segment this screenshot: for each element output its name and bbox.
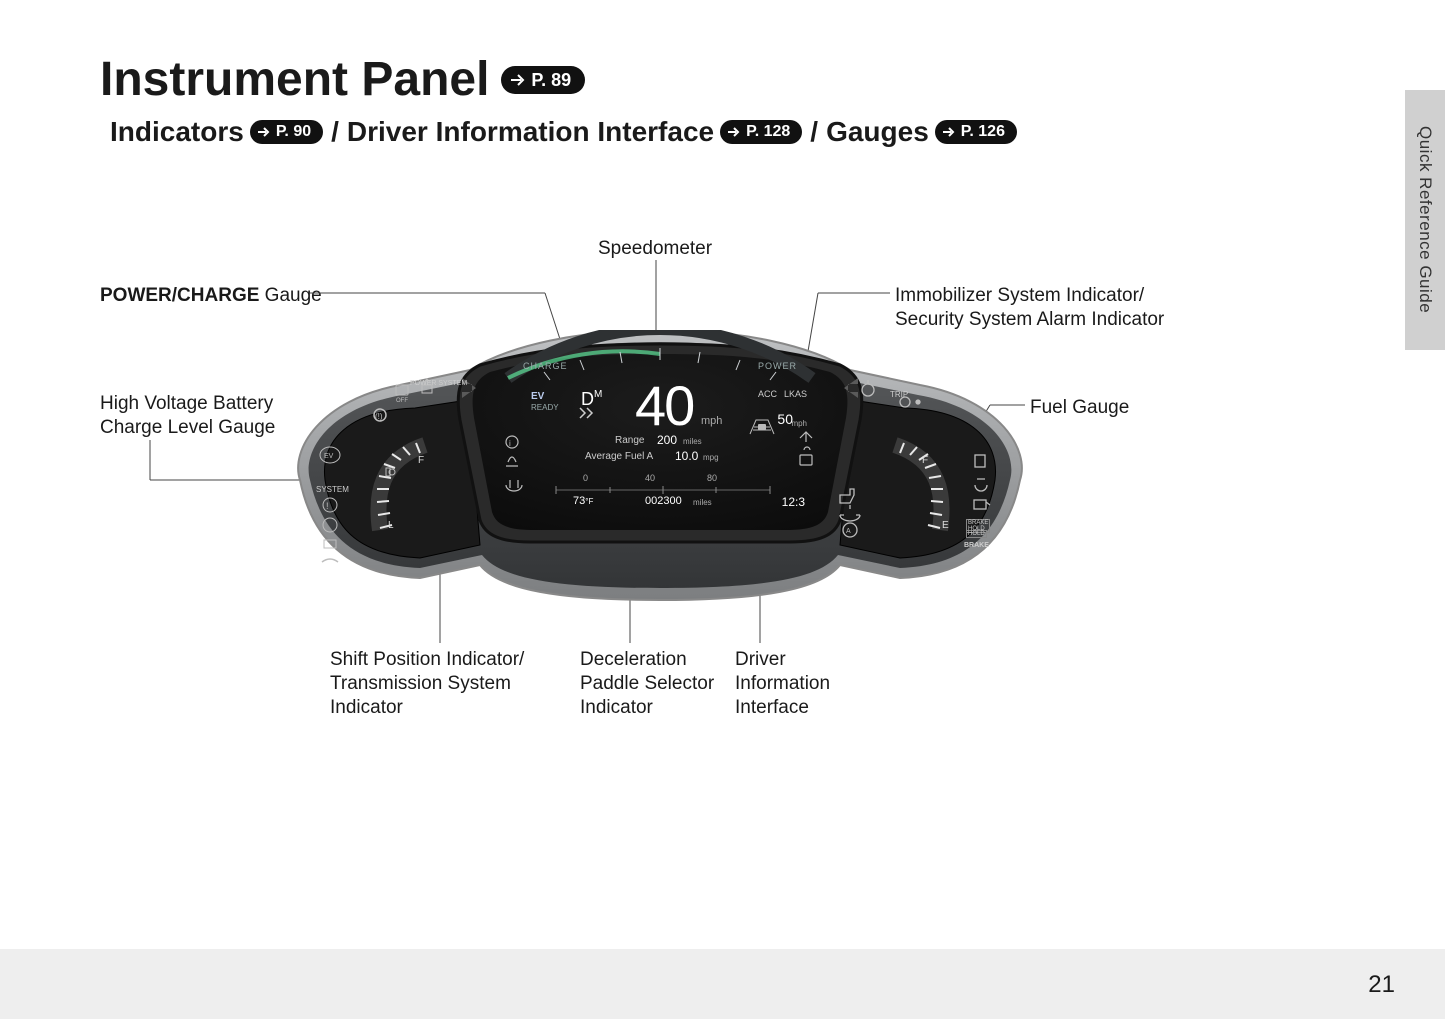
avg-fuel-unit: mpg: [703, 453, 719, 462]
arc-charge-label: CHARGE: [523, 361, 568, 371]
brake-label: BRAKE: [964, 542, 989, 549]
page-ref-text: P. 89: [531, 71, 571, 89]
center-display: CHARGE POWER 40 mph EV READY DM ACC LKAS…: [505, 355, 815, 515]
sub-c-ref-text: P. 126: [961, 124, 1005, 140]
label-dii-l3: Interface: [735, 696, 830, 720]
sub-a: Indicators: [110, 116, 244, 148]
trip-label: TRIP: [890, 390, 908, 399]
label-speedometer: Speedometer: [598, 237, 712, 261]
svg-text:!: !: [326, 501, 329, 511]
label-power-charge-bold: POWER/CHARGE: [100, 285, 259, 306]
label-power-charge: POWER/CHARGE Gauge: [100, 284, 322, 308]
label-fuel-gauge: Fuel Gauge: [1030, 396, 1129, 420]
right-gauge-bottom: E: [942, 520, 949, 531]
sub-a-ref-text: P. 90: [276, 124, 311, 140]
odometer: 002300: [645, 495, 682, 507]
label-immobilizer: Immobilizer System Indicator/ Security S…: [895, 284, 1164, 332]
manual-page: { "page": { "number": "21", "side_tab": …: [0, 0, 1445, 1019]
right-gauge-top: F: [922, 455, 928, 466]
svg-text:EV: EV: [324, 453, 334, 460]
gear-indicator: DM: [581, 389, 602, 410]
page-footer-bar: [0, 949, 1445, 1019]
label-power-charge-rest: Gauge: [259, 285, 321, 306]
gear-letter: D: [581, 389, 594, 409]
sub-b: Driver Information Interface: [347, 116, 714, 148]
label-immobilizer-l2: Security System Alarm Indicator: [895, 308, 1164, 332]
outside-temp: 73°F: [573, 495, 593, 507]
page-title-text: Instrument Panel: [100, 52, 489, 107]
section-tab: Quick Reference Guide: [1405, 90, 1445, 350]
label-decel-l2: Paddle Selector: [580, 672, 714, 696]
label-shift-l3: Indicator: [330, 696, 524, 720]
scale-0: 0: [583, 473, 588, 483]
avg-fuel-label: Average Fuel A: [585, 451, 653, 462]
label-decel-l3: Indicator: [580, 696, 714, 720]
label-hv-battery-l2: Charge Level Gauge: [100, 416, 275, 440]
temp-unit: °F: [585, 497, 593, 506]
label-immobilizer-l1: Immobilizer System Indicator/: [895, 284, 1164, 308]
ready-indicator: READY: [531, 403, 559, 412]
temp-val: 73: [573, 495, 585, 507]
system-label: SYSTEM: [316, 485, 349, 494]
scale-80: 80: [707, 473, 717, 483]
label-shift: Shift Position Indicator/ Transmission S…: [330, 648, 524, 719]
sep-1: /: [331, 116, 339, 148]
odometer-unit: miles: [693, 498, 712, 507]
label-shift-l1: Shift Position Indicator/: [330, 648, 524, 672]
label-dii-l1: Driver: [735, 648, 830, 672]
sub-c-ref: P. 126: [935, 120, 1017, 144]
instrument-cluster: (!) OFF EV !: [280, 330, 1040, 610]
label-dii: Driver Information Interface: [735, 648, 830, 719]
label-hv-battery: High Voltage Battery Charge Level Gauge: [100, 392, 275, 440]
sub-c: Gauges: [826, 116, 929, 148]
arrow-right-icon: [511, 74, 527, 86]
scale-40: 40: [645, 473, 655, 483]
clock: 12:3: [782, 495, 805, 509]
left-gauge-top: F: [418, 455, 424, 466]
sub-b-ref-text: P. 128: [746, 124, 790, 140]
label-decel-l1: Deceleration: [580, 648, 714, 672]
speed-value: 40: [635, 373, 693, 438]
hold-box: HOLD: [966, 530, 987, 538]
ev-indicator: EV: [531, 391, 544, 402]
svg-text:(!): (!): [375, 412, 383, 421]
arc-power-label: POWER: [758, 361, 797, 371]
label-shift-l2: Transmission System: [330, 672, 524, 696]
arrow-right-icon: [258, 127, 272, 137]
label-hv-battery-l1: High Voltage Battery: [100, 392, 275, 416]
page-number: 21: [1368, 971, 1395, 999]
power-system-label: POWER SYSTEM: [410, 380, 467, 387]
sep-2: /: [810, 116, 818, 148]
avg-fuel-value: 10.0: [675, 449, 698, 463]
sub-a-ref: P. 90: [250, 120, 323, 144]
page-title: Instrument Panel P. 89: [100, 52, 585, 107]
page-ref-pill: P. 89: [501, 66, 585, 94]
arrow-right-icon: [728, 127, 742, 137]
gear-mode: M: [594, 389, 602, 400]
label-decel: Deceleration Paddle Selector Indicator: [580, 648, 714, 719]
set-speed-unit: mph: [791, 419, 807, 428]
left-gauge-bottom: L: [388, 520, 394, 531]
lkas-label: LKAS: [784, 389, 807, 399]
range-unit: miles: [683, 437, 702, 446]
page-subtitle: Indicators P. 90 / Driver Information In…: [110, 116, 1017, 148]
label-dii-l2: Information: [735, 672, 830, 696]
sub-b-ref: P. 128: [720, 120, 802, 144]
range-value: 200: [657, 433, 677, 447]
section-tab-label: Quick Reference Guide: [1415, 126, 1435, 313]
arrow-right-icon: [943, 127, 957, 137]
speed-unit: mph: [701, 415, 722, 427]
acc-label: ACC: [758, 389, 777, 399]
svg-text:A: A: [846, 528, 851, 535]
svg-text:OFF: OFF: [396, 398, 408, 404]
range-label: Range: [615, 435, 644, 446]
